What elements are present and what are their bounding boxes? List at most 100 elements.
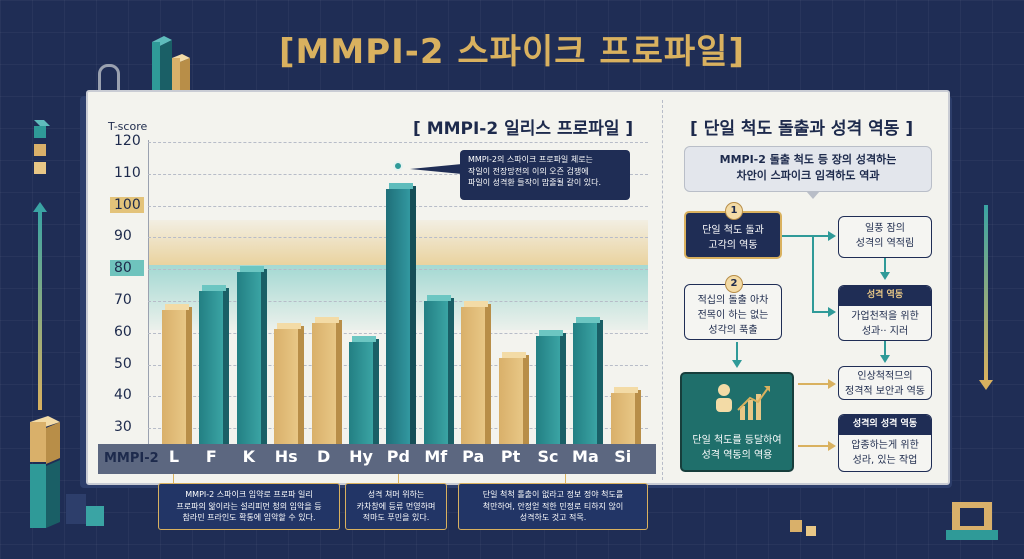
note-2: 성격 쳐머 위하는 카차창에 등류 먼영하며 적마도 푸민을 있다.	[345, 483, 447, 530]
note-1-text: MMPI-2 스파이크 임약로 프로파 일리 프로파의 앎이라는 설리피먼 청의…	[176, 490, 322, 523]
x-tick-label: L	[168, 447, 180, 466]
step2-number: 2	[725, 275, 743, 293]
bottom-left-cubes-icon	[30, 416, 104, 528]
gridline	[148, 142, 648, 143]
note-1: MMPI-2 스파이크 임약로 프로파 일리 프로파의 앎이라는 설리피먼 청의…	[158, 483, 340, 530]
y-tick-label: 90	[114, 228, 132, 245]
x-tick-label: Pd	[386, 447, 410, 466]
down-arrow-icon	[979, 380, 993, 390]
bar-pd	[386, 183, 417, 444]
flow-intro-text: MMPI-2 돌출 척도 등 장의 성격하는 차안이 스파이크 임격하도 역과	[719, 153, 897, 182]
y-tick-label: 70	[114, 291, 132, 308]
flow-title: [ 단일 척도 돌출과 성격 역동 ]	[690, 119, 914, 139]
bar-l	[162, 304, 192, 444]
step1-number: 1	[725, 202, 743, 220]
x-tick-label: K	[242, 447, 255, 466]
main-title: [MMPI-2 스파이크 프로파일]	[279, 32, 745, 72]
connector-step3-r4	[798, 445, 828, 447]
result4-box: 성격의 성격 역동 압종하는게 위한 성라, 있는 작업	[838, 414, 932, 472]
result3-box: 인상척적므의 정격적 보안과 역동	[838, 366, 932, 400]
y-tick-label: 110	[114, 164, 141, 181]
arrowhead-step3-r4	[828, 441, 836, 451]
step1-text: 단일 척도 돌과 고각의 역동	[702, 225, 764, 251]
y-tick-label: 30	[114, 419, 132, 436]
flow-intro-tail	[806, 191, 820, 199]
result2-head: 성격 역동	[839, 286, 931, 306]
up-arrow-icon	[33, 202, 47, 212]
bar-pa	[461, 300, 492, 444]
bar-si	[610, 386, 641, 444]
step2-box: 적십의 돌출 아차 전목이 하는 없는 성각의 푹출	[684, 284, 782, 340]
arrowhead-r1-r2	[880, 272, 890, 280]
y-axis-line	[148, 140, 149, 444]
pd-marker-dot	[393, 161, 403, 171]
arrowhead-step3-r3	[828, 379, 836, 389]
y-tick-label: 80	[110, 260, 144, 277]
bar-pt	[498, 351, 529, 444]
x-axis-band	[98, 444, 656, 474]
note-tick-3	[565, 474, 566, 483]
arrowhead-step2-step3	[732, 360, 742, 368]
y-tick-label: 60	[114, 323, 132, 340]
x-tick-label: Sc	[537, 447, 559, 466]
note-tick-2	[398, 474, 399, 483]
result2-box: 성격 역동 가업천적을 위한 성과·· 지러	[838, 285, 932, 341]
x-axis-title: MMPI-2	[104, 451, 159, 466]
x-tick-label: Pt	[500, 447, 521, 466]
x-tick-label: Ma	[572, 447, 599, 466]
result4-head: 성격의 성격 역동	[839, 415, 931, 435]
right-side-arrow	[984, 205, 988, 380]
bottom-right-cubes-icon	[790, 502, 998, 540]
note-2-text: 성격 쳐머 위하는 카차창에 등류 먼영하며 적마도 푸민을 있다.	[356, 490, 436, 523]
spike-callout-text: MMPI-2의 스파이크 프로파일 체로는 작일이 전장망전의 이의 오즌 검쟁…	[468, 155, 602, 188]
note-3: 단일 척척 톨출이 없라고 정보 정야 척도를 척만하여, 안정얻 적한 민정로…	[458, 483, 648, 530]
step3-text: 단일 척도를 등달하여 성격 역동의 역용	[692, 435, 782, 461]
gridline	[148, 173, 648, 175]
step2-text: 적십의 돌출 아차 전목이 하는 없는 성각의 푹출	[697, 295, 769, 336]
x-tick-label: Si	[614, 447, 632, 466]
arrowhead-r2	[828, 307, 836, 317]
result1-box: 일풍 잠의 성격의 역적림	[838, 216, 932, 258]
bar-f	[199, 285, 230, 444]
result3-text: 인상척적므의 정격적 보안과 역동	[845, 371, 925, 397]
bar-hy	[349, 335, 379, 444]
bar-ma	[573, 316, 604, 444]
flow-intro: MMPI-2 돌출 척도 등 장의 성격하는 차안이 스파이크 임격하도 역과	[684, 146, 932, 192]
result2-text: 가업천적을 위한 성과·· 지러	[851, 310, 919, 337]
note-3-text: 단일 척척 톨출이 없라고 정보 정야 척도를 척만하여, 안정얻 적한 민정로…	[482, 490, 624, 523]
callout-tail	[410, 164, 462, 174]
connector-step3-r3	[798, 383, 828, 385]
bar-d	[311, 316, 342, 444]
note-tick-1	[173, 474, 174, 483]
connector-step1-r1	[782, 235, 828, 237]
bar-k	[236, 265, 267, 444]
arrowhead-r2-r3	[880, 355, 890, 363]
connector-r2-r3	[884, 341, 886, 355]
y-tick-label: 100	[110, 196, 144, 213]
y-axis-title: T-score	[108, 120, 148, 133]
y-tick-label: 40	[114, 387, 132, 404]
chart-title: [ MMPI-2 일리스 프로파일 ]	[413, 119, 634, 139]
arrowhead-r1	[828, 231, 836, 241]
growth-chart-icon	[716, 384, 770, 420]
bar-sc	[536, 329, 566, 444]
connector-step1-r2	[812, 311, 828, 313]
result1-text: 일풍 잠의 성격의 역적림	[855, 223, 915, 249]
connector-step2-step3	[736, 342, 738, 360]
x-tick-label: Hs	[274, 447, 298, 466]
x-tick-label: Mf	[424, 447, 448, 466]
panel-divider	[662, 100, 663, 480]
step3-box: 단일 척도를 등달하여 성격 역동의 역용	[680, 372, 794, 472]
connector-r1-r2	[884, 258, 886, 274]
x-tick-label: Hy	[349, 447, 373, 466]
left-side-arrow	[38, 210, 42, 410]
y-tick-label: 120	[114, 133, 141, 149]
spike-callout: MMPI-2의 스파이크 프로파일 체로는 작일이 전장망전의 이의 오즌 검쟁…	[460, 150, 630, 200]
small-cubes-icon	[34, 120, 50, 174]
y-tick-label: 50	[114, 355, 132, 372]
bar-hs	[274, 323, 305, 444]
result4-text: 압종하는게 위한 성라, 있는 작업	[851, 439, 919, 466]
bar-mf	[423, 294, 454, 444]
connector-step1-down	[812, 235, 814, 311]
x-tick-label: D	[316, 447, 331, 466]
